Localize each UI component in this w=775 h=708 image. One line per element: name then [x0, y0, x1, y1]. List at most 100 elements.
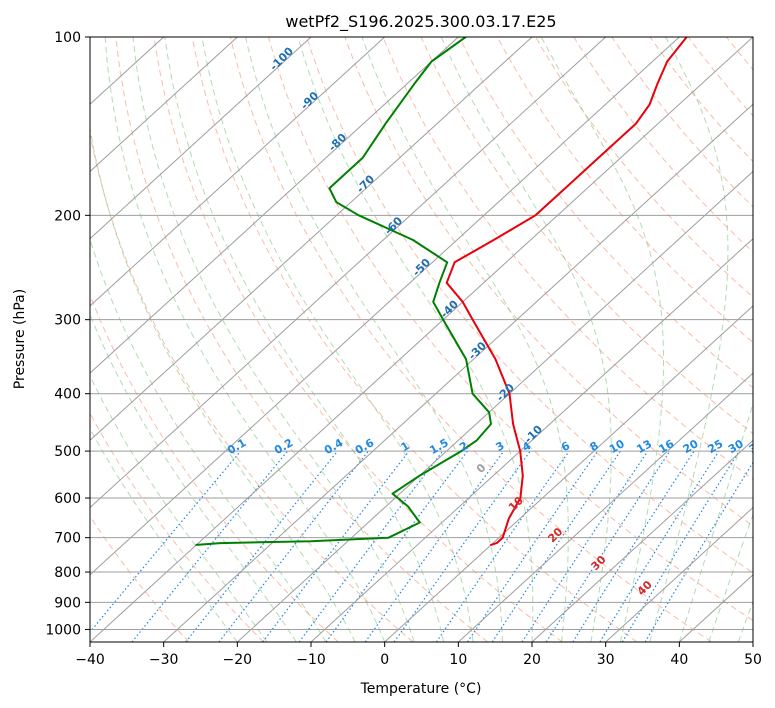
mixing-ratio-label: 0.2 — [272, 436, 295, 457]
y-tick-label: 400 — [54, 387, 81, 403]
dry-adiabat — [90, 293, 339, 642]
y-tick-label: 300 — [54, 313, 81, 329]
dry-adiabat — [760, 32, 775, 642]
plot-frame — [89, 36, 754, 643]
dry-adiabat — [458, 37, 753, 389]
isotherm-label: -70 — [354, 172, 377, 195]
mixing-ratio-label: 10 — [607, 437, 627, 456]
dry-adiabat — [382, 37, 753, 481]
mixing-ratio-label: 36 — [747, 437, 767, 456]
mixing-ratio-line — [325, 450, 468, 642]
dry-adiabat — [649, 37, 753, 163]
dry-adiabat — [344, 37, 753, 527]
isotherm — [531, 439, 753, 642]
isotherms — [90, 37, 753, 642]
isotherm — [90, 37, 238, 173]
moist-adiabat — [737, 600, 753, 642]
mixing-ratio-label: 0.4 — [322, 436, 346, 457]
isotherm-label: -90 — [298, 89, 321, 112]
isotherm — [457, 372, 753, 642]
y-tick-label: 600 — [54, 491, 81, 507]
moist-adiabat — [245, 37, 503, 642]
moist-adiabat — [104, 37, 386, 642]
isotherm — [90, 37, 607, 509]
mixing-ratio-line — [572, 450, 695, 642]
isotherm — [90, 37, 533, 442]
dry-adiabat — [268, 37, 753, 622]
isotherm — [605, 506, 753, 642]
dry-adiabat — [687, 37, 753, 117]
mixing-ratio-label: 0.6 — [353, 436, 377, 457]
chart-title: wetPf2_S196.2025.300.03.17.E25 — [285, 12, 556, 32]
mixing-ratio-label: 13 — [634, 437, 654, 456]
moist-adiabats — [90, 37, 753, 642]
x-tick-label: −10 — [296, 652, 326, 668]
moist-adiabat — [361, 37, 569, 642]
mixing-ratio-lines — [90, 450, 753, 642]
y-tick-label: 100 — [54, 30, 81, 46]
x-tick-label: −20 — [223, 652, 253, 668]
moist-adiabat — [540, 37, 664, 642]
x-tick-label: 0 — [380, 652, 389, 668]
moist-adiabat — [678, 401, 753, 642]
dry-adiabats — [90, 32, 775, 642]
mixing-ratio-line — [90, 450, 242, 633]
isotherm-label: -80 — [326, 131, 349, 154]
moist-adiabat — [649, 37, 729, 642]
dry-adiabat — [496, 37, 753, 344]
moist-adiabat — [90, 427, 238, 642]
mixing-ratio-label: 20 — [681, 437, 701, 456]
temperature-line — [445, 37, 688, 546]
moist-adiabat — [90, 237, 327, 642]
mixing-ratio-line — [599, 450, 720, 642]
dry-adiabat — [420, 37, 753, 435]
mixing-ratio-line — [435, 450, 570, 642]
dry-adiabat — [573, 37, 753, 253]
isotherm — [90, 37, 753, 642]
dry-adiabat — [153, 37, 563, 642]
inline-labels: -100-90-80-70-60-50-40-30-20-100.1 0.2 0.4… — [225, 44, 767, 598]
y-tick-label: 1000 — [45, 622, 81, 638]
dewpoint-line — [195, 37, 492, 546]
mixing-ratio-line — [466, 450, 599, 642]
mixing-ratio-line — [545, 450, 671, 642]
mixing-ratio-label: 3 — [494, 439, 507, 454]
y-axis-label: Pressure (hPa) — [12, 289, 28, 389]
isotherm — [90, 37, 312, 240]
mixing-ratio-line — [364, 450, 505, 642]
isotherm-label: -20 — [494, 381, 517, 404]
dry-adiabat — [191, 37, 638, 642]
moist-adiabat-label: 40 — [635, 578, 655, 598]
x-tick-label: 20 — [523, 652, 541, 668]
x-tick-label: 30 — [597, 652, 615, 668]
moist-adiabat — [90, 125, 356, 642]
y-tick-label: 800 — [54, 565, 81, 581]
y-tick-label: 900 — [54, 595, 81, 611]
isotherm-label: -50 — [410, 256, 433, 279]
dry-adiabat — [725, 37, 753, 71]
moist-adiabat — [708, 513, 753, 642]
profile-series — [195, 37, 688, 546]
mixing-ratio-label: 25 — [706, 437, 726, 456]
dry-adiabat — [306, 37, 753, 574]
mixing-ratio-line — [185, 450, 339, 642]
isotherm — [310, 237, 753, 642]
moist-adiabat-label: 20 — [545, 525, 565, 545]
isotherm — [90, 37, 459, 374]
moist-adiabat — [201, 37, 474, 642]
x-tick-label: 10 — [449, 652, 467, 668]
dry-adiabat — [90, 515, 190, 642]
moist-adiabat-label: 10 — [506, 494, 526, 514]
plot-area: -100-90-80-70-60-50-40-30-20-100.1 0.2 0.4… — [90, 32, 775, 642]
mixing-ratio-label: 6 — [559, 439, 572, 454]
mixing-ratio-line — [298, 450, 444, 642]
mixing-ratio-label: 1.5 — [427, 436, 450, 457]
moist-adiabat-label: 0 — [474, 461, 489, 476]
x-axis-label: Temperature (°C) — [360, 681, 482, 697]
x-tick-label: 40 — [670, 652, 688, 668]
isotherm — [752, 641, 753, 642]
moist-adiabat — [90, 313, 297, 642]
isotherm — [163, 103, 753, 642]
x-tick-label: 50 — [744, 652, 762, 668]
